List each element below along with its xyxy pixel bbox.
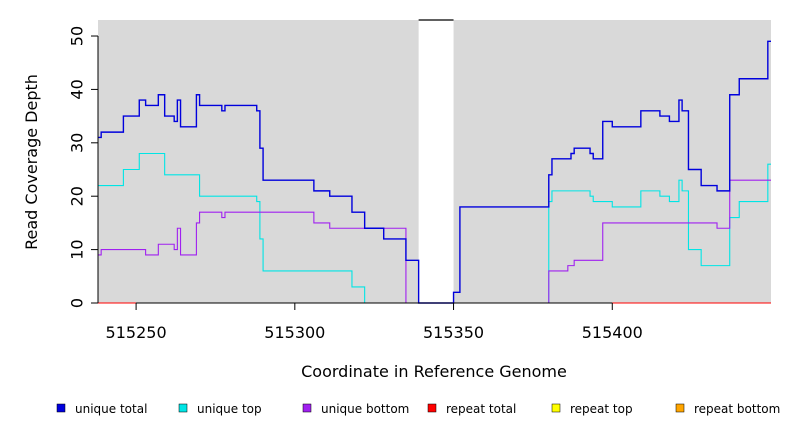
series-line-unique-total <box>98 40 771 304</box>
legend-label: repeat top <box>570 402 633 416</box>
x-tick-label: 515350 <box>423 323 484 342</box>
legend-item-unique-total: unique total <box>56 402 147 416</box>
legend-swatch <box>551 403 561 413</box>
legend-swatch <box>302 403 312 413</box>
legend-label: repeat total <box>446 402 516 416</box>
y-tick-label: 0 <box>68 298 87 308</box>
legend-item-repeat-total: repeat total <box>427 402 516 416</box>
x-tick-label: 515300 <box>264 323 325 342</box>
legend-swatch <box>427 403 437 413</box>
legend-item-repeat-bottom: repeat bottom <box>675 402 780 416</box>
y-tick-label: 40 <box>68 79 87 99</box>
legend-item-unique-top: unique top <box>178 402 262 416</box>
legend-swatch <box>56 403 66 413</box>
y-axis-title: Read Coverage Depth <box>22 74 41 250</box>
plot-area <box>98 19 771 303</box>
x-axis-title: Coordinate in Reference Genome <box>301 362 567 381</box>
y-tick-label: 30 <box>68 133 87 153</box>
series-line-unique-top <box>98 152 771 304</box>
legend-item-unique-bottom: unique bottom <box>302 402 409 416</box>
y-tick-label: 50 <box>68 26 87 46</box>
x-tick-label: 515250 <box>106 323 167 342</box>
legend-swatch <box>675 403 685 413</box>
legend-item-repeat-top: repeat top <box>551 402 633 416</box>
axes: 0 10 20 30 40 50 515250 515300 515350 515400 <box>68 26 643 342</box>
plot-background-left <box>98 20 419 303</box>
legend-swatch <box>178 403 188 413</box>
x-tick-label: 515400 <box>582 323 643 342</box>
legend: unique total unique top unique bottom repea… <box>56 402 780 416</box>
y-tick-label: 10 <box>68 239 87 259</box>
legend-label: unique total <box>75 402 147 416</box>
legend-label: unique bottom <box>321 402 409 416</box>
legend-label: unique top <box>197 402 262 416</box>
legend-label: repeat bottom <box>694 402 780 416</box>
y-tick-label: 20 <box>68 186 87 206</box>
plot-background-right <box>453 20 771 303</box>
series-line-unique-bottom <box>98 179 771 304</box>
